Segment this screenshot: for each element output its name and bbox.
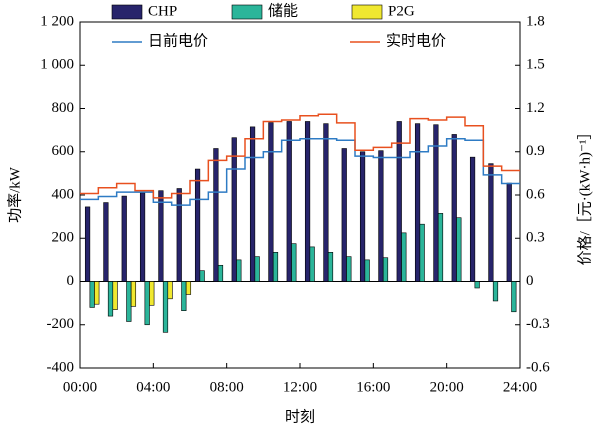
bar	[291, 243, 297, 282]
bar	[433, 124, 439, 282]
bar	[112, 281, 118, 310]
bar	[327, 252, 334, 282]
bar	[162, 281, 169, 333]
y-tick-label: 0	[67, 273, 75, 289]
bar	[506, 182, 512, 282]
y2-tick-label: 0.9	[526, 143, 545, 159]
bar	[236, 259, 242, 282]
bar	[94, 281, 100, 305]
legend-label: P2G	[388, 3, 415, 19]
y2-tick-label: 0	[526, 273, 534, 289]
y2-tick-label: 0.3	[526, 230, 545, 246]
legend-label: 实时电价	[386, 32, 446, 49]
bar	[103, 202, 109, 282]
bar	[139, 192, 146, 282]
y2-tick-label: 1.8	[526, 13, 545, 29]
legend-swatch	[351, 4, 383, 20]
bar	[414, 123, 421, 282]
bar	[364, 259, 370, 282]
x-tick-label: 04:00	[136, 379, 170, 395]
x-tick-label: 16:00	[356, 379, 390, 395]
bar	[456, 217, 462, 282]
x-tick-label: 00:00	[63, 379, 97, 395]
bar	[176, 188, 182, 282]
bar	[199, 270, 205, 282]
bar	[167, 281, 173, 300]
bar	[217, 264, 224, 282]
legend-label: 储能	[268, 2, 298, 19]
y2-tick-label: 1.5	[526, 57, 545, 73]
bar	[492, 281, 499, 302]
bar	[286, 121, 292, 282]
y-tick-label: 600	[52, 143, 75, 159]
bar	[401, 232, 407, 282]
bar	[231, 137, 237, 282]
y-tick-label: -200	[47, 316, 75, 332]
bar	[419, 223, 425, 282]
bar	[346, 256, 352, 282]
x-tick-label: 08:00	[210, 379, 244, 395]
bar	[488, 163, 494, 282]
bar	[451, 134, 457, 282]
bar	[323, 123, 329, 282]
bar	[469, 156, 476, 282]
bar	[304, 121, 311, 282]
bar	[89, 281, 95, 308]
y-tick-label: 800	[52, 100, 75, 116]
bar	[149, 281, 155, 306]
x-axis-label: 时刻	[285, 408, 315, 425]
bar	[396, 121, 402, 282]
bar	[130, 281, 137, 307]
legend-label: 日前电价	[148, 32, 208, 49]
bar	[254, 256, 260, 282]
bar	[158, 190, 164, 282]
bar	[511, 281, 517, 313]
price-line	[80, 113, 520, 199]
bar	[272, 252, 279, 282]
y2-tick-label: -0.3	[526, 316, 550, 332]
bar	[84, 206, 91, 282]
legend-swatch	[111, 4, 143, 20]
legend-label: CHP	[148, 3, 177, 19]
price-line	[80, 138, 520, 206]
bar	[213, 148, 219, 282]
y2-tick-label: -0.6	[526, 359, 550, 375]
bar	[181, 281, 187, 311]
y-axis-label: 功率/kW	[6, 166, 23, 223]
bar	[359, 151, 366, 282]
legend-swatch	[231, 4, 263, 20]
bar	[382, 257, 389, 282]
bar	[126, 281, 132, 322]
bar	[144, 281, 150, 326]
y2-axis-label: 价格/［元·(kW·h)⁻¹］	[576, 125, 593, 266]
y-tick-label: -400	[47, 359, 75, 375]
y-tick-label: 1 000	[40, 57, 74, 73]
bar	[378, 150, 384, 282]
bar	[185, 281, 192, 295]
x-tick-label: 24:00	[503, 379, 537, 395]
y2-tick-label: 0.6	[526, 186, 545, 202]
bar	[268, 122, 274, 282]
bar	[121, 195, 127, 282]
bar	[341, 148, 347, 282]
bar	[107, 281, 114, 317]
bar	[437, 213, 444, 282]
x-tick-label: 12:00	[283, 379, 317, 395]
bar	[474, 281, 480, 289]
bar	[309, 246, 315, 282]
bar	[194, 168, 201, 282]
y2-tick-label: 1.2	[526, 100, 545, 116]
y-tick-label: 1 200	[40, 13, 74, 29]
y-tick-label: 400	[52, 186, 75, 202]
bar	[249, 126, 256, 282]
y-tick-label: 200	[52, 230, 75, 246]
x-tick-label: 20:00	[430, 379, 464, 395]
